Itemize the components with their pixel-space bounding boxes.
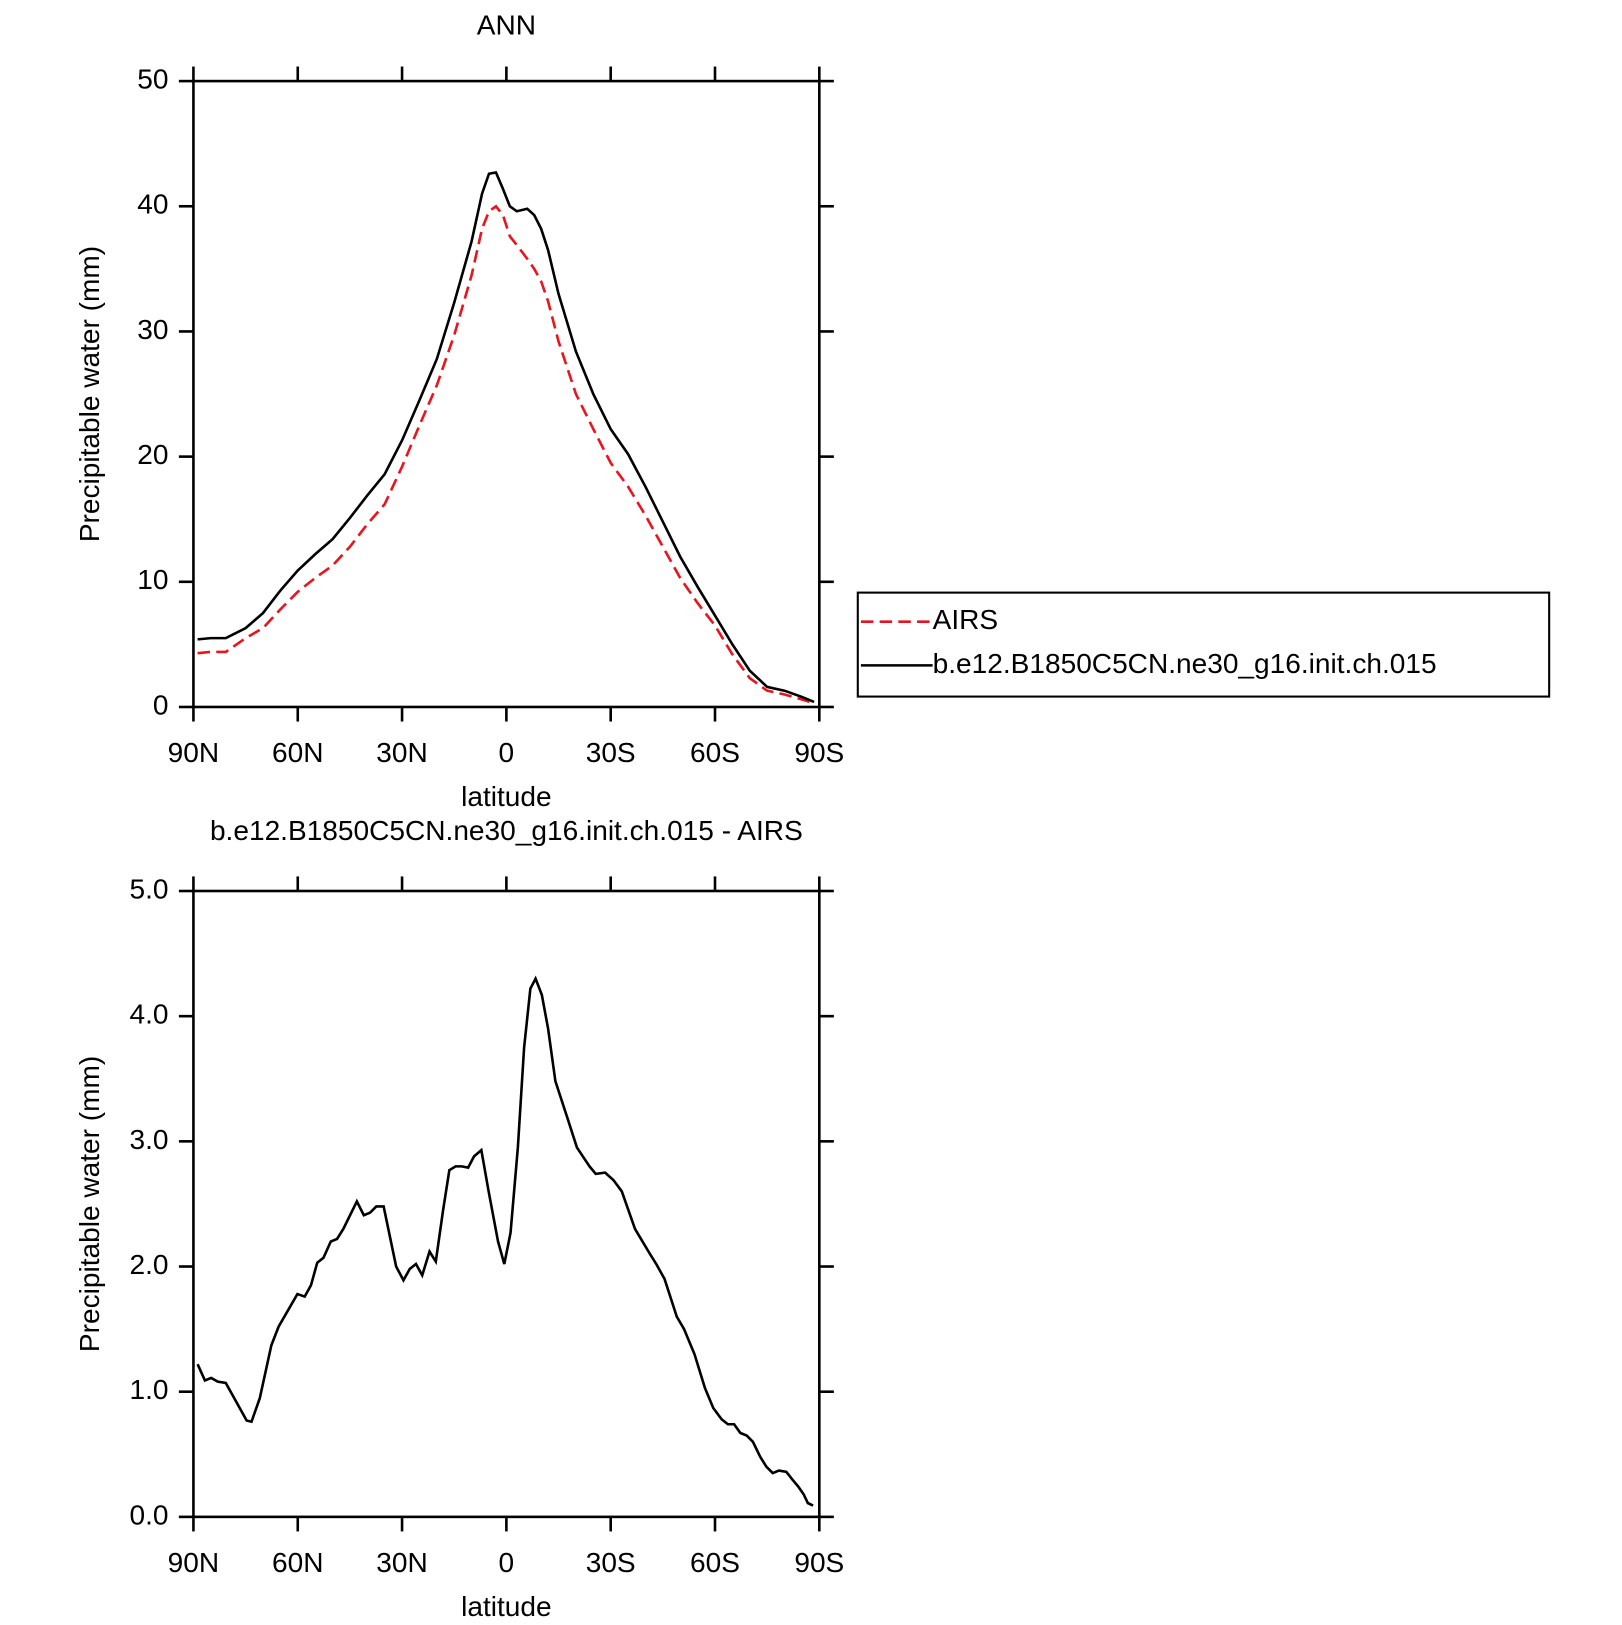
y-tick-label: 0.0: [129, 1499, 168, 1530]
x-axis-title: latitude: [461, 781, 551, 812]
y-tick-label: 0: [153, 689, 169, 720]
plot-frame: [192, 79, 821, 709]
x-tick-label: 90S: [794, 737, 844, 768]
x-tick-label: 90S: [794, 1547, 844, 1578]
x-tick-label: 60S: [690, 737, 740, 768]
legend-label: b.e12.B1850C5CN.ne30_g16.init.ch.015: [933, 648, 1437, 679]
x-tick-label: 30S: [586, 737, 636, 768]
x-tick-label: 90N: [168, 1547, 219, 1578]
y-tick-label: 40: [137, 189, 168, 220]
legend-label: AIRS: [933, 604, 999, 635]
x-tick-label: 0: [499, 737, 515, 768]
x-tick-label: 90N: [168, 737, 219, 768]
data-line: [197, 171, 815, 704]
x-tick-label: 0: [499, 1547, 515, 1578]
y-axis-title: Precipitable water (mm): [74, 1056, 105, 1352]
chart-title: ANN: [477, 9, 536, 40]
x-tick-label: 60S: [690, 1547, 740, 1578]
legend-box: [856, 591, 1551, 698]
y-tick-label: 4.0: [129, 999, 168, 1030]
x-tick-label: 60N: [272, 737, 323, 768]
plot-frame: [192, 889, 821, 1519]
x-tick-label: 60N: [272, 1547, 323, 1578]
data-line: [197, 204, 815, 705]
y-axis-title: Precipitable water (mm): [74, 246, 105, 542]
y-tick-label: 50: [137, 64, 168, 95]
y-tick-label: 1.0: [129, 1374, 168, 1405]
y-tick-label: 20: [137, 439, 168, 470]
y-tick-label: 3.0: [129, 1124, 168, 1155]
chart-title: b.e12.B1850C5CN.ne30_g16.init.ch.015 - A…: [210, 815, 803, 846]
y-tick-label: 10: [137, 564, 168, 595]
y-tick-label: 5.0: [129, 873, 168, 904]
x-axis-title: latitude: [461, 1591, 551, 1622]
y-tick-label: 30: [137, 314, 168, 345]
data-line: [196, 975, 814, 1507]
x-tick-label: 30N: [376, 737, 427, 768]
x-tick-label: 30N: [376, 1547, 427, 1578]
x-tick-label: 30S: [586, 1547, 636, 1578]
y-tick-label: 2.0: [129, 1249, 168, 1280]
